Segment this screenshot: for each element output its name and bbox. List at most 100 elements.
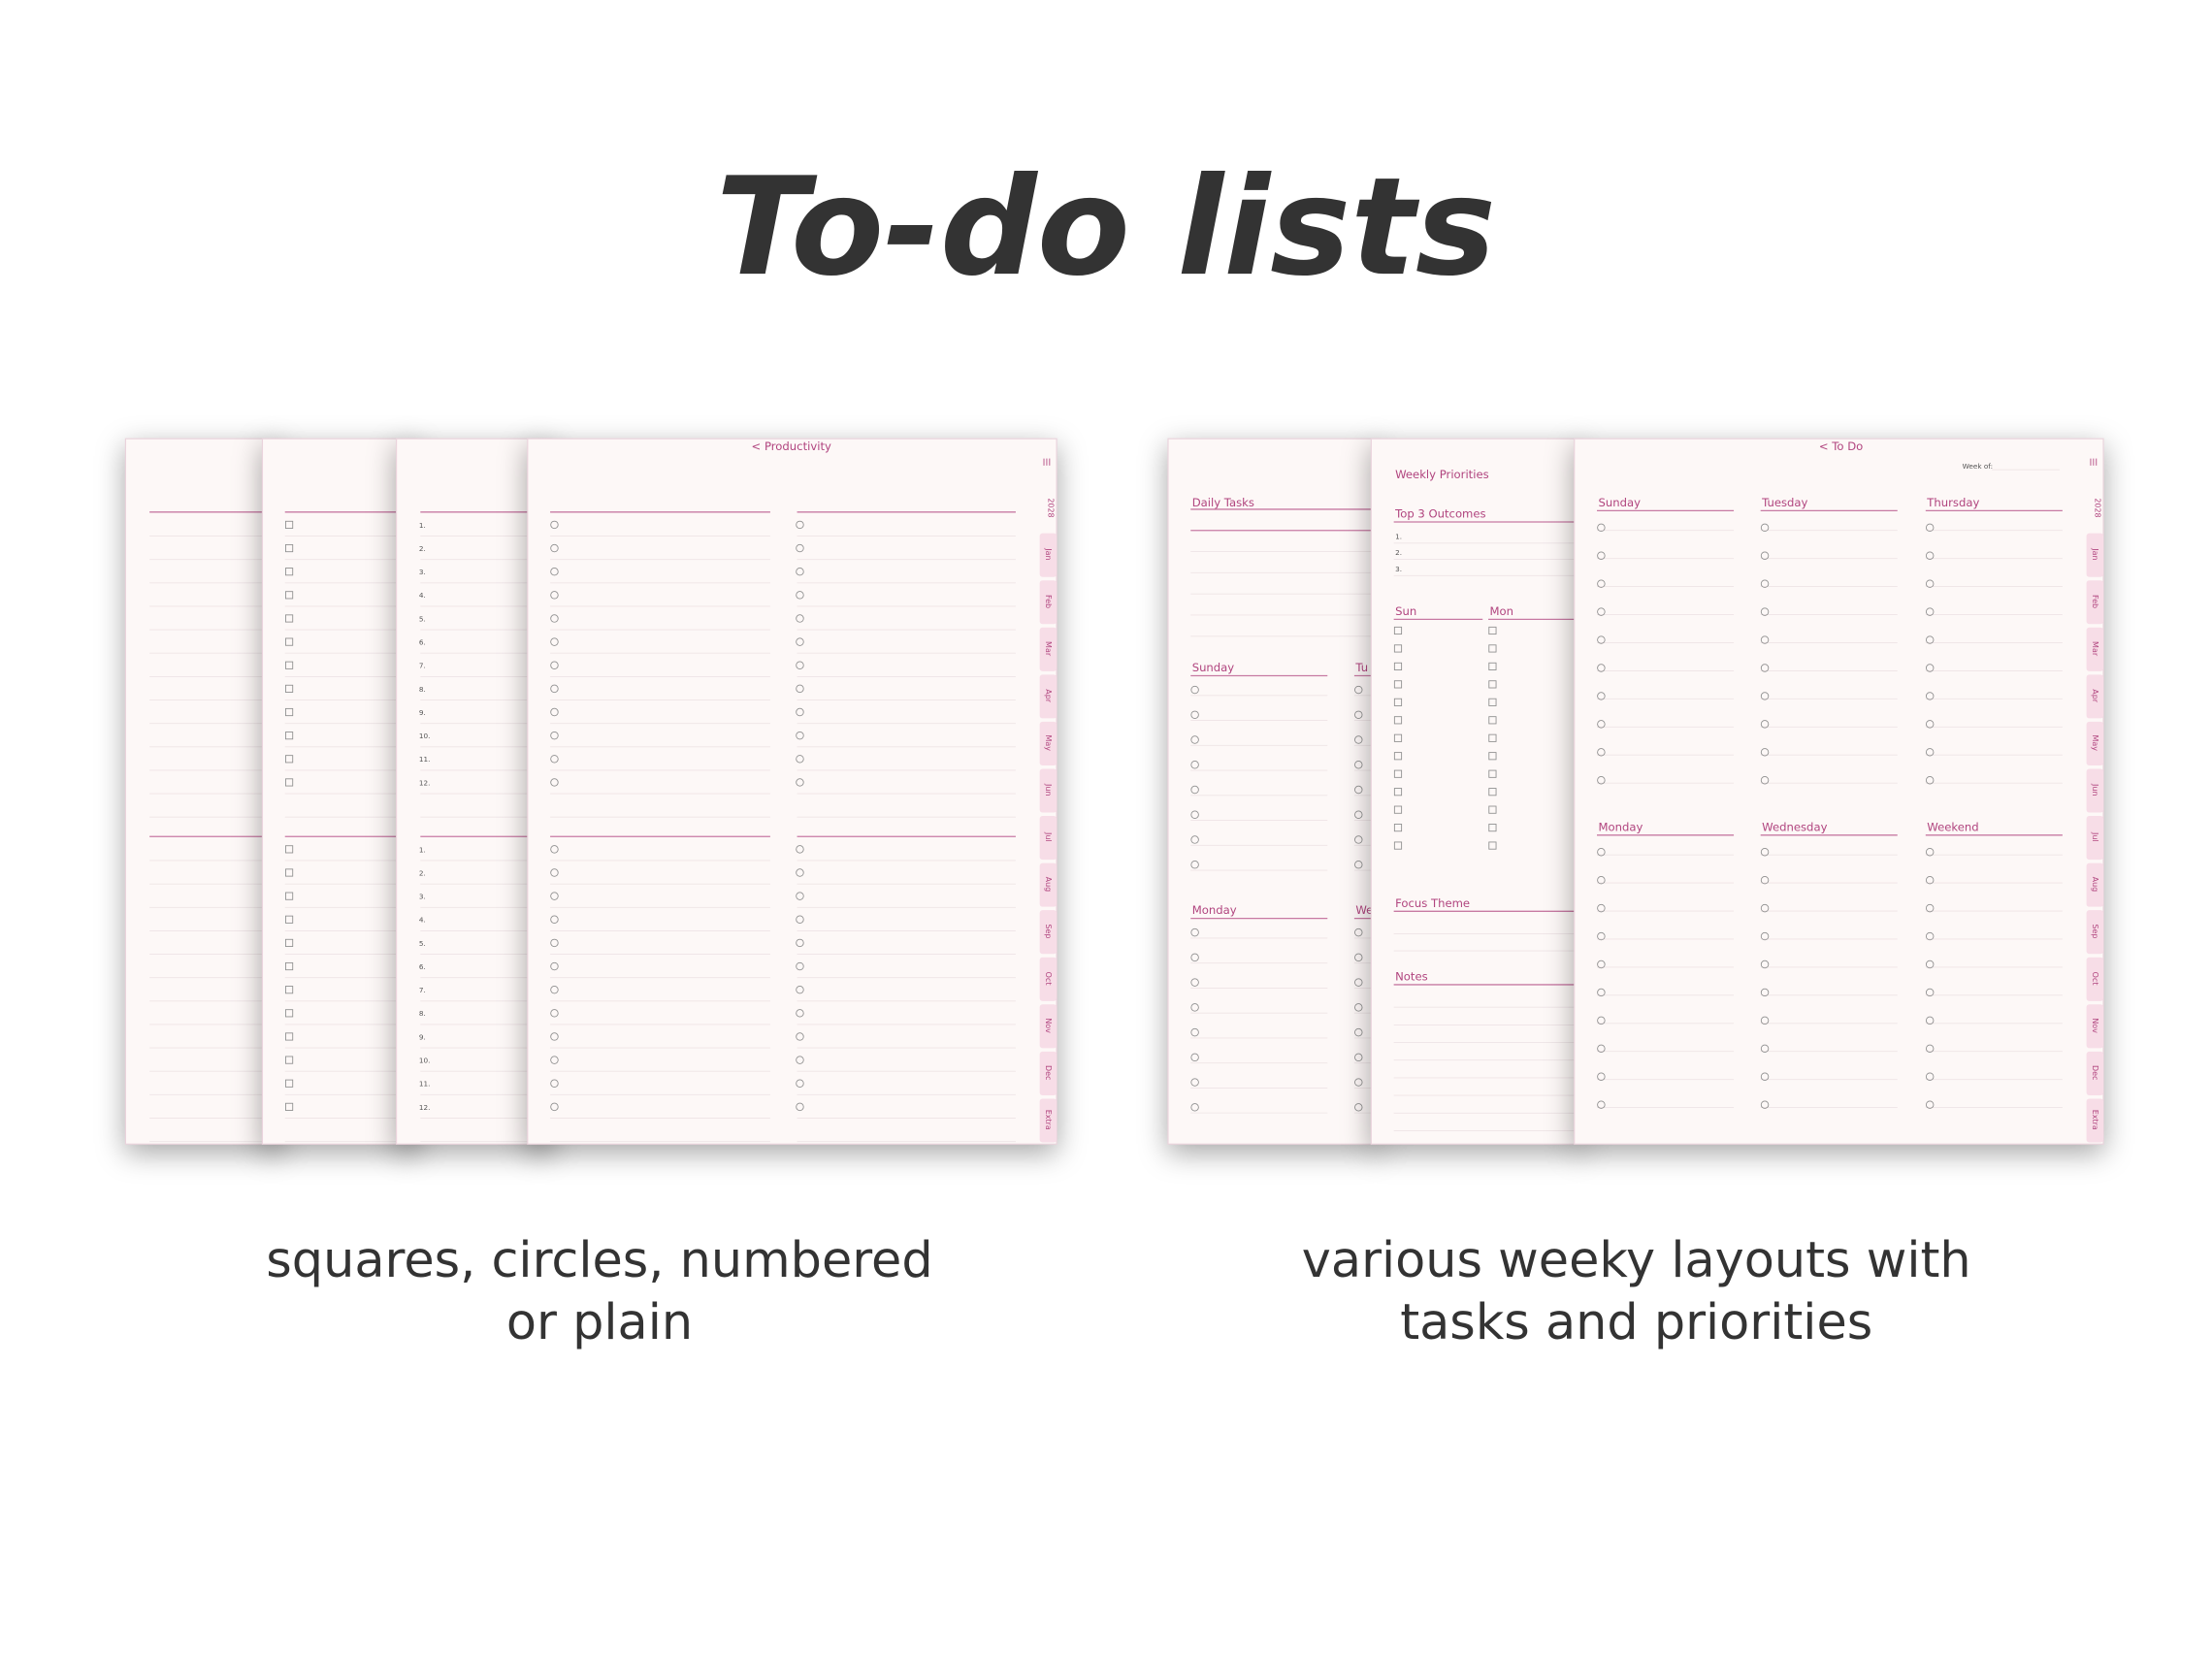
checkbox-circle (796, 938, 804, 948)
month-tab (1039, 816, 1057, 861)
checkbox-square (1393, 752, 1403, 761)
checkbox-square (1393, 626, 1403, 635)
checkbox-circle (550, 731, 559, 740)
checkbox-circle (550, 1079, 559, 1088)
checkbox-circle (1190, 1053, 1199, 1062)
checkbox-circle (796, 684, 804, 694)
checkbox-circle (1597, 748, 1606, 757)
checkbox-square (1488, 662, 1497, 670)
checkbox-circle (1190, 1003, 1199, 1012)
page-sheet (1574, 438, 2104, 1145)
checkbox-circle (1925, 551, 1935, 560)
checkbox-circle (1597, 635, 1606, 644)
month-tab-label: Jan (1044, 547, 1053, 560)
checkbox-circle (550, 1102, 559, 1112)
checkbox-square (1488, 733, 1497, 742)
checkbox-circle (550, 868, 559, 877)
checkbox-circle (796, 637, 804, 646)
month-tab (2086, 674, 2104, 719)
checkbox-circle (550, 892, 559, 900)
checkbox-circle (1354, 685, 1363, 695)
checkbox-circle (796, 1032, 804, 1041)
row-number: 12. (419, 778, 431, 787)
month-tab-label: Aug (2091, 877, 2099, 893)
day-heading: Tuesday (1761, 496, 1807, 509)
checkbox-circle (550, 1009, 559, 1018)
day-heading: Tu (1354, 661, 1368, 674)
day-heading: Monday (1192, 903, 1237, 917)
checkbox-circle (796, 614, 804, 623)
month-tab (2086, 627, 2104, 671)
row-number: 3. (419, 893, 426, 901)
checkbox-circle (550, 755, 559, 764)
checkbox-circle (550, 961, 559, 971)
checkbox-circle (1190, 1103, 1199, 1112)
month-tab-label: Mar (1044, 641, 1053, 657)
checkbox-circle (1760, 579, 1770, 588)
checkbox-circle (1925, 664, 1935, 672)
checkbox-circle (796, 985, 804, 994)
checkbox-circle (1925, 903, 1935, 913)
checkbox-circle (796, 543, 804, 553)
checkbox-circle (550, 778, 559, 787)
checkbox-circle (1597, 848, 1606, 857)
month-tab (2086, 580, 2104, 625)
outcome-number: 3. (1395, 565, 1402, 573)
checkbox-circle (1354, 953, 1363, 962)
month-tab-label: Extra (2091, 1110, 2099, 1130)
page-title: Weekly Priorities (1395, 468, 1489, 481)
checkbox-circle (1597, 1016, 1606, 1025)
checkbox-circle (796, 915, 804, 924)
checkbox-square (285, 520, 294, 529)
caption: or plain (506, 1294, 693, 1351)
checkbox-circle (1190, 927, 1199, 937)
day-heading: We (1355, 903, 1373, 917)
checkbox-circle (1354, 810, 1363, 819)
row-number: 5. (419, 939, 426, 948)
checkbox-circle (1597, 523, 1606, 533)
row-number: 5. (419, 614, 426, 623)
row-number: 11. (419, 755, 431, 764)
checkbox-circle (1597, 776, 1606, 785)
checkbox-circle (1925, 523, 1935, 533)
month-tab-label: Apr (2091, 689, 2099, 703)
month-tab-label: Dec (2091, 1065, 2099, 1080)
day-heading: Sun (1395, 604, 1416, 618)
checkbox-circle (550, 915, 559, 924)
row-number: 10. (419, 1057, 431, 1065)
outcome-number: 1. (1395, 532, 1402, 540)
month-tab (2086, 910, 2104, 955)
row-number: 12. (419, 1103, 431, 1112)
checkbox-circle (550, 567, 559, 576)
checkbox-circle (1925, 848, 1935, 857)
day-heading: Sunday (1192, 661, 1235, 674)
caption: squares, circles, numbered (266, 1232, 932, 1289)
month-tab (2086, 816, 2104, 861)
month-tab-label: Nov (2091, 1018, 2099, 1033)
month-tab-label: Jun (2091, 783, 2099, 796)
checkbox-circle (1760, 748, 1770, 757)
checkbox-square (1488, 824, 1497, 832)
month-tab (2086, 957, 2104, 1001)
checkbox-circle (1760, 1072, 1770, 1081)
checkbox-square (285, 778, 294, 787)
checkbox-circle (1925, 1016, 1935, 1025)
month-tab (1039, 1098, 1057, 1143)
checkbox-square (285, 661, 294, 669)
checkbox-circle (1925, 748, 1935, 757)
checkbox-circle (550, 520, 559, 530)
planner-page: Weekly Priorities Top 3 Outcomes 1. 2. 3. Sun… (1370, 438, 1584, 1145)
checkbox-square (285, 986, 294, 994)
checkbox-circle (796, 661, 804, 669)
page-sheet (124, 438, 281, 1145)
checkbox-circle (1354, 785, 1363, 795)
checkbox-circle (1925, 607, 1935, 616)
month-tab-label: Aug (1044, 877, 1053, 893)
checkbox-circle (796, 1102, 804, 1112)
month-tab (2086, 862, 2104, 907)
month-tab (2086, 1098, 2104, 1143)
checkbox-circle (796, 731, 804, 740)
month-tab-label: May (2091, 734, 2099, 751)
page-sheet (261, 438, 418, 1145)
page-sheet (396, 438, 553, 1145)
